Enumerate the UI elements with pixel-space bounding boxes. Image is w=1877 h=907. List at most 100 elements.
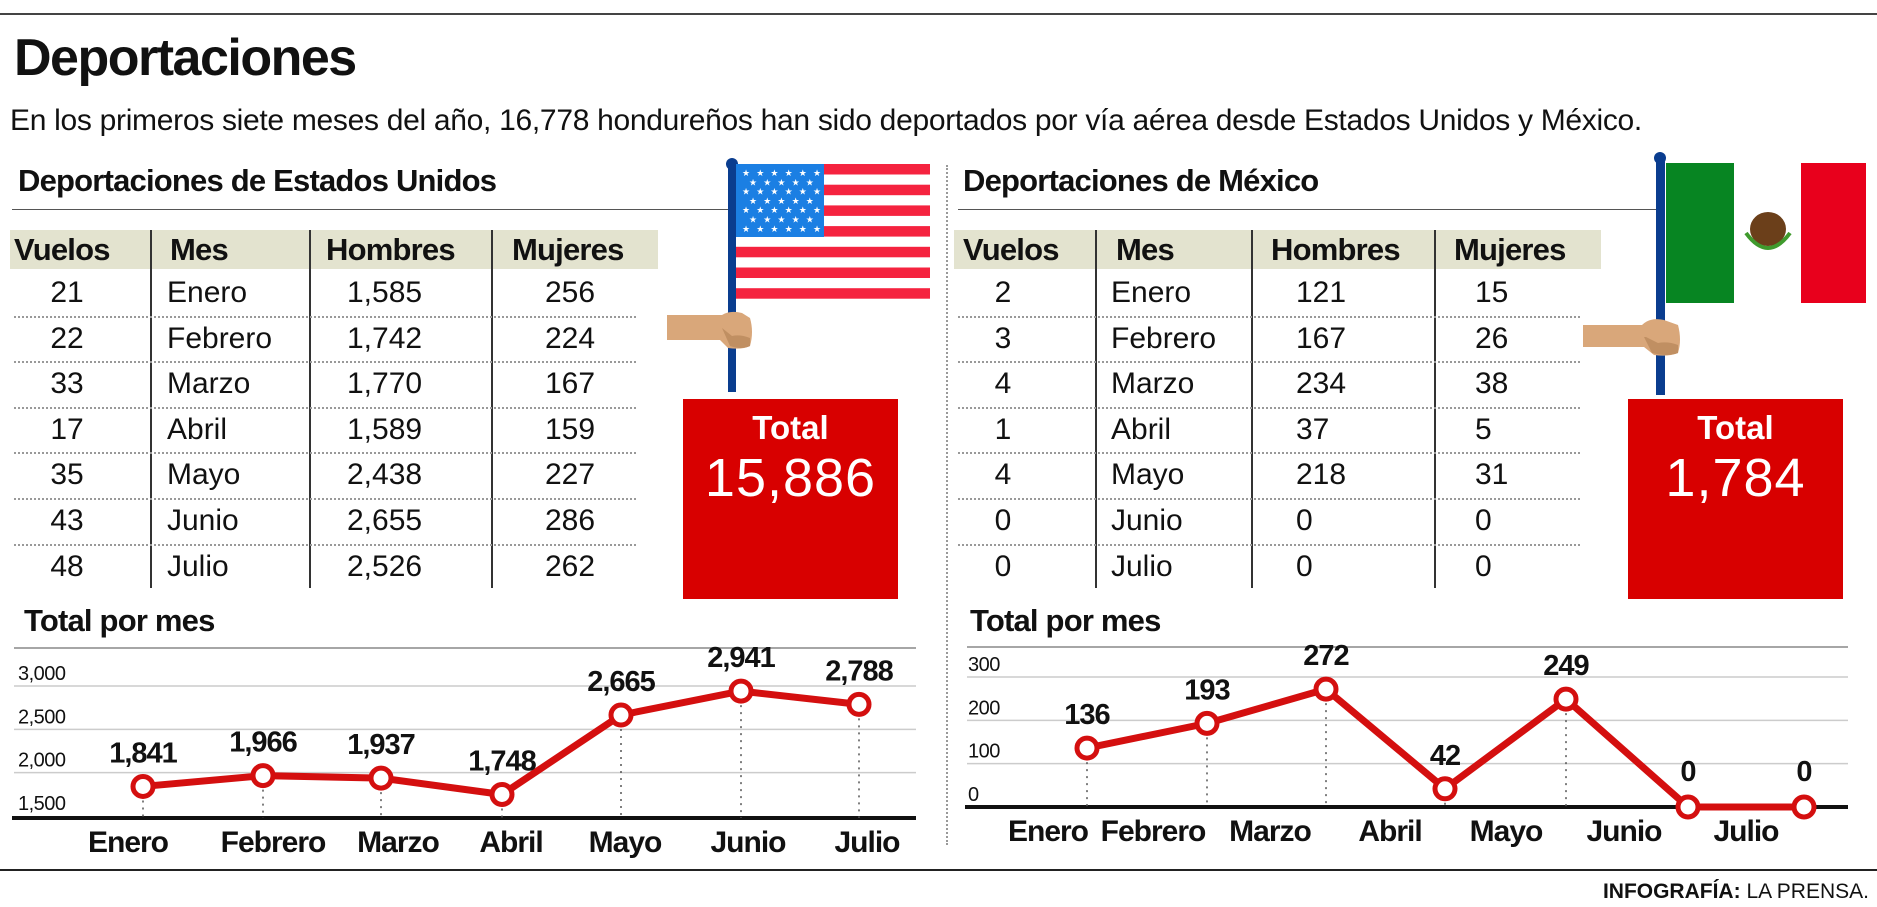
us-section-title: Deportaciones de Estados Unidos: [18, 163, 497, 198]
flag-star: ★: [785, 187, 793, 197]
mx-column-header-mes: Mes: [1116, 232, 1175, 267]
flag-star: ★: [756, 168, 764, 178]
us-cell-vuelos: 17: [50, 412, 84, 446]
x-tick-label: Febrero: [221, 826, 326, 859]
us-column-header-mujeres: Mujeres: [512, 232, 624, 267]
mx-cell-mes: Enero: [1111, 276, 1192, 309]
mx-cell-mes: Julio: [1111, 549, 1173, 583]
us-cell-mes: Julio: [167, 549, 229, 583]
us-row-separator: [14, 406, 636, 409]
data-point: [846, 691, 872, 717]
flag-star: ★: [770, 187, 778, 197]
us-cell-vuelos: 48: [50, 549, 84, 583]
mx-section-title: Deportaciones de México: [963, 163, 1319, 198]
data-label: 136: [1064, 699, 1110, 731]
page-subtitle: En los primeros siete meses del año, 16,…: [10, 104, 1642, 137]
us-section-rule: [12, 209, 730, 210]
flag-star: ★: [749, 177, 757, 187]
data-point: [1791, 794, 1817, 820]
x-tick-label: Enero: [88, 826, 169, 859]
mx-row-separator: [958, 452, 1580, 455]
data-label: 2,941: [707, 642, 775, 674]
x-tick-label: Enero: [1008, 815, 1089, 848]
mx-row-separator: [958, 543, 1580, 546]
mx-column-header-vuelos: Vuelos: [963, 232, 1060, 267]
us-column-divider: [491, 230, 493, 588]
us-row-separator: [14, 315, 636, 318]
data-label: 1,937: [347, 729, 415, 761]
mx-cell-mes: Junio: [1111, 504, 1183, 537]
x-tick-label: Abril: [1358, 815, 1421, 848]
section-divider: [946, 165, 948, 845]
data-point: [608, 702, 634, 728]
us-cell-vuelos: 21: [50, 276, 84, 309]
flag-star: ★: [792, 177, 800, 187]
us-cell-mujeres: 167: [545, 367, 596, 401]
mx-cell-hombres: 167: [1296, 321, 1347, 355]
data-label: 1,841: [109, 737, 177, 769]
mx-row-separator: [958, 498, 1580, 500]
flag-star: ★: [799, 205, 807, 215]
us-cell-mes: Mayo: [167, 458, 241, 492]
flag-star: ★: [806, 177, 814, 187]
mx-chart-title: Total por mes: [970, 603, 1161, 638]
mx-cell-mes: Febrero: [1111, 321, 1217, 355]
us-cell-hombres: 2,526: [347, 549, 423, 583]
mx-cell-vuelos: 4: [994, 458, 1012, 492]
y-tick-label: 200: [968, 697, 1000, 719]
flag-stripe: [736, 246, 930, 258]
flag-star: ★: [770, 205, 778, 215]
flag-star: ★: [813, 224, 821, 234]
flag-star: ★: [792, 215, 800, 225]
us-cell-mes: Febrero: [167, 321, 273, 355]
flag-star: ★: [749, 215, 757, 225]
mx-cell-vuelos: 1: [994, 412, 1012, 446]
data-point: [1432, 776, 1458, 802]
mx-cell-mujeres: 26: [1475, 321, 1509, 355]
mx-cell-hombres: 0: [1296, 504, 1313, 537]
flag-star: ★: [749, 196, 757, 206]
flag-star: ★: [792, 196, 800, 206]
mx-column-divider: [1251, 230, 1253, 588]
flag-star: ★: [799, 187, 807, 197]
us-cell-vuelos: 35: [50, 458, 84, 492]
mx-row-separator: [958, 361, 1580, 364]
flag-star: ★: [813, 205, 821, 215]
flag-stripe: [736, 288, 930, 299]
us-cell-mujeres: 256: [545, 276, 596, 309]
data-point: [1194, 710, 1220, 736]
flag-star: ★: [785, 168, 793, 178]
us-cell-vuelos: 22: [50, 321, 84, 355]
us-total-label: Total: [752, 409, 829, 446]
flag-star: ★: [777, 196, 785, 206]
data-label: 0: [1796, 756, 1811, 788]
mx-cell-mes: Marzo: [1111, 367, 1195, 401]
flag-star: ★: [777, 177, 785, 187]
us-row-separator: [14, 361, 636, 364]
mx-table-header-band: [954, 230, 1601, 269]
data-point: [368, 765, 394, 791]
mx-cell-vuelos: 0: [994, 549, 1012, 583]
us-cell-mes: Enero: [167, 276, 248, 309]
flag-star: ★: [763, 177, 771, 187]
data-label: 193: [1184, 674, 1230, 706]
us-column-header-hombres: Hombres: [326, 232, 456, 267]
us-cell-mes: Abril: [167, 412, 228, 446]
us-total-value: 15,886: [704, 448, 877, 508]
data-point: [1313, 676, 1339, 702]
mx-cell-mes: Abril: [1111, 412, 1172, 446]
us-column-header-mes: Mes: [170, 232, 229, 267]
data-label: 2,665: [587, 666, 655, 698]
flag-stripe: [736, 267, 930, 278]
footer-source: LA PRENSA.: [1746, 880, 1869, 903]
mx-cell-mujeres: 15: [1475, 276, 1509, 309]
us-chart-title: Total por mes: [24, 603, 215, 638]
mx-section-rule: [958, 209, 1658, 210]
data-point: [130, 773, 156, 799]
us-cell-mes: Junio: [167, 504, 239, 537]
flag-stripe: [736, 226, 930, 237]
y-tick-label: 0: [968, 784, 979, 806]
flag-star: ★: [785, 224, 793, 234]
footer-label: INFOGRAFÍA:: [1602, 880, 1741, 903]
us-cell-mujeres: 224: [545, 321, 596, 355]
